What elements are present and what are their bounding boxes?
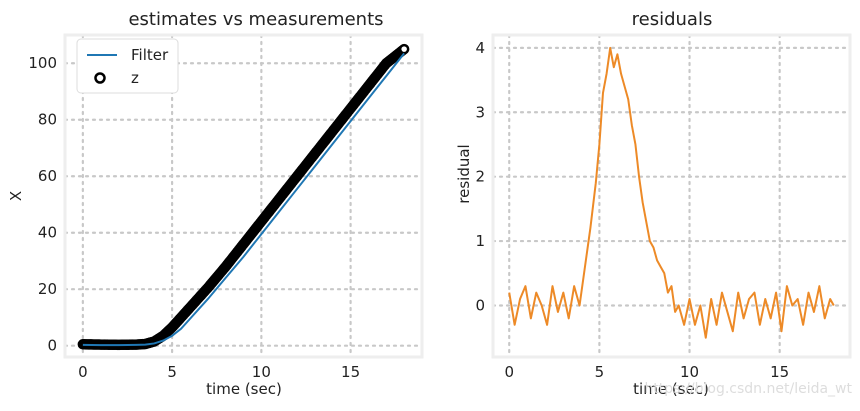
x-tick-label-0-3: 15 xyxy=(341,363,360,381)
estimates-plot-frame xyxy=(63,33,424,359)
residuals-y-axis-label: residual xyxy=(455,144,473,203)
residuals-chart: residuals 0 5 10 15 0 1 2 3 4 time (sec) residua… xyxy=(455,9,852,398)
y-tick-label-0-1: 20 xyxy=(38,280,57,298)
y-tick-label-1-0: 0 xyxy=(475,296,485,314)
residuals-plot-frame xyxy=(491,33,852,359)
residuals-chart-title: residuals xyxy=(632,9,713,30)
estimates-y-axis-label: X xyxy=(7,191,25,201)
x-tick-label-1-1: 5 xyxy=(595,363,605,381)
estimates-chart: estimates vs measurements 0 5 10 15 0 20 40 60 8… xyxy=(7,9,424,398)
estimates-chart-title: estimates vs measurements xyxy=(128,9,383,30)
watermark-text: https://blog.csdn.net/leida_wt xyxy=(644,381,852,397)
y-tick-label-1-3: 3 xyxy=(475,103,485,121)
x-tick-label-1-3: 15 xyxy=(770,363,789,381)
y-tick-label-0-4: 80 xyxy=(38,111,57,129)
y-tick-label-0-0: 0 xyxy=(47,337,57,355)
filter-line xyxy=(82,52,405,347)
legend-z-swatch xyxy=(94,72,106,84)
residuals-x-axis-label: time (sec) xyxy=(633,380,709,398)
legend-z-label: z xyxy=(131,69,139,87)
residual-line xyxy=(508,46,835,339)
y-tick-label-1-1: 1 xyxy=(475,232,485,250)
y-tick-label-0-3: 60 xyxy=(38,167,57,185)
y-tick-label-0-2: 40 xyxy=(38,224,57,242)
x-tick-label-0-0: 0 xyxy=(78,363,88,381)
estimates-legend: Filter z xyxy=(76,38,179,94)
x-tick-label-0-2: 10 xyxy=(252,363,271,381)
legend-filter-label: Filter xyxy=(131,46,169,64)
x-tick-label-1-2: 10 xyxy=(680,363,699,381)
x-tick-label-1-0: 0 xyxy=(504,363,514,381)
measurement-point xyxy=(398,43,410,55)
y-tick-label-0-5: 100 xyxy=(28,54,57,72)
y-tick-label-1-4: 4 xyxy=(475,39,485,57)
y-tick-label-1-2: 2 xyxy=(475,168,485,186)
x-tick-label-0-1: 5 xyxy=(167,363,177,381)
estimates-x-axis-label: time (sec) xyxy=(206,380,282,398)
